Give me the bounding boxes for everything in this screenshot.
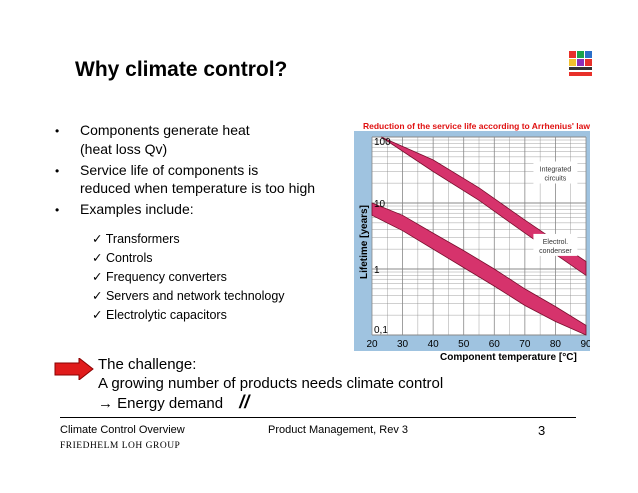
slide-title: Why climate control? <box>75 58 288 81</box>
example-label: Transformers <box>105 232 180 246</box>
annotation-box <box>533 233 578 256</box>
handwritten-mark: // <box>239 392 250 412</box>
example-item: ✓ Frequency converters <box>92 269 227 284</box>
example-label: Frequency converters <box>105 270 227 284</box>
bullet-marker: • <box>55 124 60 138</box>
rittal-logo <box>567 50 593 78</box>
y-tick-label: 100 <box>374 137 391 148</box>
arrow-icon: → <box>98 395 113 412</box>
check-icon: ✓ <box>92 289 103 303</box>
lifetime-chart: 20 30 40 50 60 70 80 90 100 10 1 0,1 Integrated circ… <box>354 131 590 351</box>
example-item: ✓ Servers and network technology <box>92 288 285 303</box>
challenge-statement: A growing number of products needs clima… <box>98 375 444 392</box>
y-tick-label: 10 <box>374 199 386 210</box>
annotation-text: circuits <box>545 176 567 183</box>
challenge-block: The challenge: A growing number of produ… <box>98 355 443 413</box>
annotation-box <box>533 161 578 184</box>
energy-demand-label: Energy demand <box>117 395 224 412</box>
bullet-marker: • <box>55 164 60 178</box>
footer-divider <box>60 417 576 418</box>
challenge-heading: The challenge: <box>98 356 197 373</box>
x-tick-label: 40 <box>428 339 440 350</box>
x-tick-label: 50 <box>458 339 470 350</box>
x-tick-label: 30 <box>397 339 409 350</box>
red-arrow-icon <box>54 358 94 380</box>
y-tick-label: 1 <box>374 265 380 276</box>
x-tick-label: 60 <box>489 339 501 350</box>
bullet-1-line-1: Components generate heat <box>80 122 250 138</box>
example-item: ✓ Controls <box>92 250 153 265</box>
company-name: FRIEDHELM LOH GROUP <box>60 441 181 451</box>
series-band <box>380 136 587 277</box>
page-number: 3 <box>538 423 546 438</box>
bullet-3-line-1: Examples include: <box>80 201 194 217</box>
check-icon: ✓ <box>92 270 103 284</box>
challenge-conclusion: → Energy demand // <box>98 393 443 413</box>
series-band <box>371 202 587 336</box>
annotation-text: Integrated <box>540 167 572 174</box>
annotations: Integrated circuits Electrol. condenser <box>533 161 578 256</box>
check-icon: ✓ <box>92 251 103 265</box>
x-tick-label: 20 <box>366 339 378 350</box>
example-label: Controls <box>105 251 153 265</box>
check-icon: ✓ <box>92 232 103 246</box>
bullet-2-line-2: reduced when temperature is too high <box>80 180 316 196</box>
bullet-1-line-2: (heat loss Qv) <box>80 141 168 157</box>
x-tick-label: 90 <box>580 339 590 350</box>
y-axis-label: Lifetime [years] <box>359 205 370 279</box>
footer-center: Product Management, Rev 3 <box>268 424 409 436</box>
example-item: ✓ Transformers <box>92 231 180 246</box>
x-tick-label: 70 <box>519 339 531 350</box>
example-item: ✓ Electrolytic capacitors <box>92 307 227 322</box>
chart-title: Reduction of the service life according … <box>363 121 591 131</box>
y-tick-label: 0,1 <box>374 325 388 336</box>
footer-left: Climate Control Overview <box>60 424 185 436</box>
bullet-marker: • <box>55 203 60 217</box>
example-label: Servers and network technology <box>105 289 285 303</box>
example-label: Electrolytic capacitors <box>105 308 227 322</box>
annotation-text: condenser <box>539 248 572 255</box>
check-icon: ✓ <box>92 308 103 322</box>
bullet-2-line-1: Service life of components is <box>80 162 259 178</box>
x-tick-label: 80 <box>550 339 562 350</box>
tick-labels: 20 30 40 50 60 70 80 90 100 10 1 0,1 <box>366 137 590 350</box>
annotation-text: Electrol. <box>543 239 568 246</box>
series-bands <box>371 136 587 336</box>
x-axis-label: Component temperature [°C] <box>440 352 577 363</box>
